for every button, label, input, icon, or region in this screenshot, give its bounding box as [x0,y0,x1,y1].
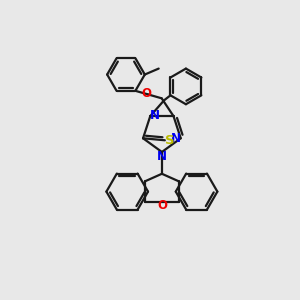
Text: N: N [171,132,181,145]
Text: N: N [150,109,160,122]
Text: O: O [157,200,167,212]
Text: N: N [157,150,167,163]
Text: O: O [142,87,152,100]
Text: S: S [165,134,175,147]
